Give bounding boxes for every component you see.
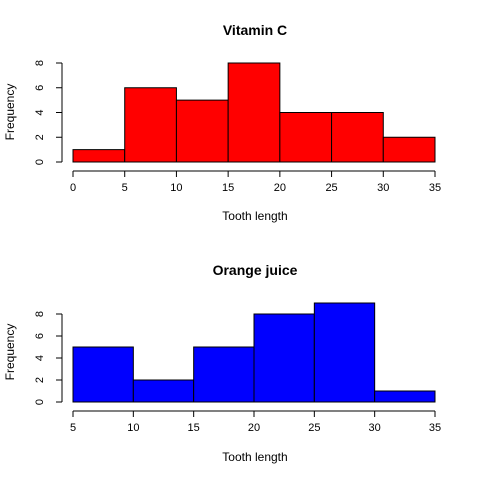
bar-5-10 [124, 87, 177, 163]
x-tick-label: 15 [222, 182, 234, 194]
x-tick-label: 5 [122, 182, 128, 194]
bar-20-25 [253, 313, 315, 403]
y-tick-label: 8 [34, 311, 46, 317]
y-tick-label: 4 [34, 109, 46, 115]
y-tick-label: 2 [34, 134, 46, 140]
bar-20-25 [279, 112, 333, 163]
y-tick-label: 6 [34, 85, 46, 91]
vitamin-c-y-axis: 0 2 4 6 8 [34, 60, 63, 165]
bar-25-30 [331, 112, 384, 163]
y-tick-label: 6 [34, 333, 46, 339]
x-tick-label: 35 [429, 422, 441, 434]
bar-15-20 [193, 346, 255, 403]
bar-25-30 [313, 302, 376, 403]
bar-15-20 [227, 62, 281, 163]
vitamin-c-bars [72, 62, 436, 163]
bar-10-15 [132, 379, 195, 403]
vitamin-c-xlabel: Tooth length [222, 209, 287, 223]
y-tick-label: 8 [34, 60, 46, 66]
orange-juice-x-axis: 5 10 15 20 25 30 35 [70, 410, 441, 434]
vitamin-c-title: Vitamin C [223, 22, 287, 38]
x-tick-label: 10 [170, 182, 182, 194]
y-tick-label: 0 [34, 159, 46, 165]
orange-juice-y-axis: 0 2 4 6 8 [34, 311, 63, 405]
y-tick-label: 0 [34, 399, 46, 405]
orange-juice-panel: Orange juice Tooth length Frequency 5 10 1… [3, 262, 441, 464]
bar-30-35 [374, 390, 436, 403]
bar-0-5 [72, 149, 126, 163]
x-tick-label: 30 [369, 422, 381, 434]
x-tick-label: 15 [188, 422, 200, 434]
x-tick-label: 25 [325, 182, 337, 194]
x-tick-label: 10 [127, 422, 139, 434]
x-tick-label: 25 [308, 422, 320, 434]
vitamin-c-ylabel: Frequency [3, 84, 17, 141]
x-tick-label: 20 [274, 182, 286, 194]
orange-juice-ylabel: Frequency [3, 324, 17, 381]
x-tick-label: 20 [248, 422, 260, 434]
y-tick-label: 2 [34, 377, 46, 383]
y-tick-label: 4 [34, 355, 46, 361]
orange-juice-title: Orange juice [213, 262, 298, 278]
bar-10-15 [175, 99, 229, 163]
x-tick-label: 35 [429, 182, 441, 194]
orange-juice-xlabel: Tooth length [222, 450, 287, 464]
bar-30-35 [382, 136, 436, 163]
x-tick-label: 5 [70, 422, 76, 434]
bar-5-10 [72, 346, 134, 403]
x-tick-label: 30 [377, 182, 389, 194]
vitamin-c-panel: Vitamin C Tooth length Frequency 0 5 10 15 2… [3, 22, 441, 223]
x-tick-label: 0 [70, 182, 76, 194]
vitamin-c-x-axis: 0 5 10 15 20 25 30 35 [70, 170, 441, 194]
orange-juice-bars [72, 302, 436, 403]
